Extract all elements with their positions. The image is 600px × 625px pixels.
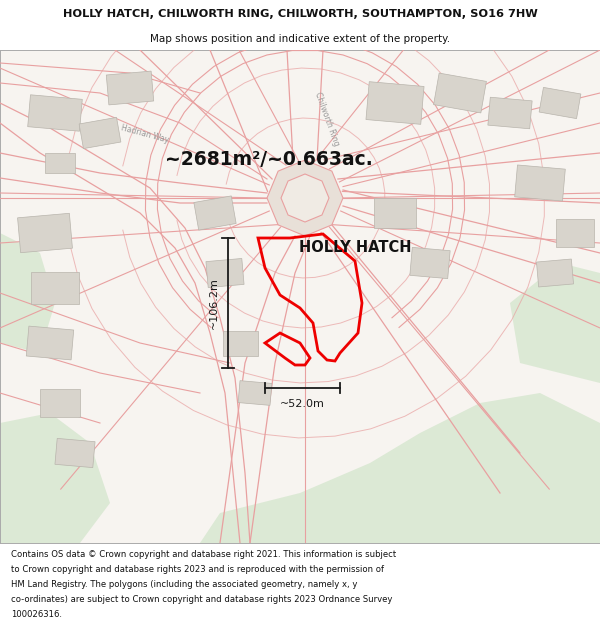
Text: Hadrian Way: Hadrian Way [120,124,170,145]
Text: HOLLY HATCH, CHILWORTH RING, CHILWORTH, SOUTHAMPTON, SO16 7HW: HOLLY HATCH, CHILWORTH RING, CHILWORTH, … [62,9,538,19]
Polygon shape [536,259,574,287]
Polygon shape [17,213,73,253]
Polygon shape [200,393,600,543]
Polygon shape [366,82,424,124]
Polygon shape [281,174,329,222]
Text: Chilworth Ring: Chilworth Ring [313,91,341,147]
Polygon shape [410,248,450,279]
Polygon shape [194,196,236,230]
Polygon shape [267,160,343,236]
Text: ~2681m²/~0.663ac.: ~2681m²/~0.663ac. [165,150,373,169]
Text: HOLLY HATCH: HOLLY HATCH [299,241,411,256]
Text: ~52.0m: ~52.0m [280,399,325,409]
Polygon shape [0,233,55,353]
Text: ~106.2m: ~106.2m [209,277,219,329]
Polygon shape [434,73,487,113]
Text: Map shows position and indicative extent of the property.: Map shows position and indicative extent… [150,34,450,44]
Polygon shape [223,331,257,356]
Polygon shape [238,381,272,406]
Polygon shape [31,272,79,304]
Polygon shape [106,71,154,105]
Text: HM Land Registry. The polygons (including the associated geometry, namely x, y: HM Land Registry. The polygons (includin… [11,580,357,589]
Polygon shape [28,95,82,131]
Polygon shape [0,433,80,513]
Polygon shape [45,153,75,173]
Polygon shape [0,413,110,543]
Polygon shape [79,118,121,149]
Polygon shape [206,259,244,288]
Polygon shape [26,326,74,360]
Polygon shape [40,389,80,417]
Polygon shape [510,263,600,383]
Polygon shape [488,98,532,129]
Text: to Crown copyright and database rights 2023 and is reproduced with the permissio: to Crown copyright and database rights 2… [11,565,384,574]
Text: Contains OS data © Crown copyright and database right 2021. This information is : Contains OS data © Crown copyright and d… [11,549,396,559]
Text: 100026316.: 100026316. [11,610,62,619]
Polygon shape [374,198,416,228]
Polygon shape [539,88,581,119]
Text: co-ordinates) are subject to Crown copyright and database rights 2023 Ordnance S: co-ordinates) are subject to Crown copyr… [11,595,392,604]
Polygon shape [556,219,594,247]
Polygon shape [515,165,565,201]
Polygon shape [55,438,95,468]
